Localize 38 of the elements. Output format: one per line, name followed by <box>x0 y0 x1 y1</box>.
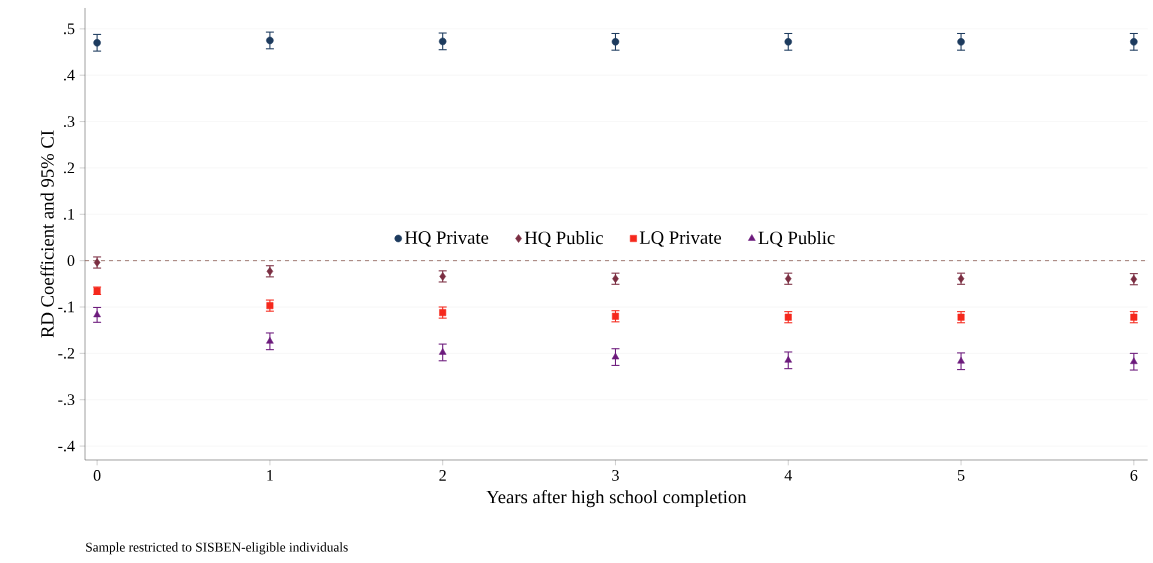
point <box>438 348 447 355</box>
y-tick-label: .1 <box>64 208 75 220</box>
point <box>957 356 965 364</box>
x-tick-label: 0 <box>93 470 101 481</box>
y-tick-label: .5 <box>64 23 75 35</box>
y-tick-label: .4 <box>64 69 75 81</box>
point <box>1130 38 1138 46</box>
point <box>438 37 447 46</box>
point <box>611 352 620 360</box>
text: Sample restricted to SISBEN-eligible individuals <box>86 542 348 555</box>
y-tick-label: .2 <box>64 162 75 174</box>
y-tick-label: -.3 <box>58 394 75 406</box>
x-tick-label: 3 <box>612 470 619 481</box>
point <box>611 38 620 46</box>
x-tick-label: 5 <box>957 470 965 481</box>
point <box>784 356 792 363</box>
x-tick-label: 1 <box>267 470 273 481</box>
legend-label: LQ Public <box>758 231 835 248</box>
x-axis-title: Years after high school completion <box>486 489 747 508</box>
y-tick-label: -.1 <box>58 301 75 313</box>
y-axis-title: RD Coefficient and 95% CI <box>40 130 54 338</box>
y-tick-label: -.4 <box>58 440 75 452</box>
y-tick-label: 0 <box>67 255 75 267</box>
legend-label: HQ Public <box>524 231 603 248</box>
point <box>957 38 965 46</box>
point <box>266 36 274 45</box>
y-tick-label: -.2 <box>58 347 75 359</box>
point <box>93 39 101 47</box>
x-tick-label: 6 <box>1130 470 1138 481</box>
x-tick-label: 2 <box>439 470 446 481</box>
legend-label: HQ Private <box>404 231 489 247</box>
legend-label: LQ Private <box>639 231 722 247</box>
x-tick-label: 4 <box>784 470 793 481</box>
point <box>266 337 274 344</box>
y-tick-label: .3 <box>64 116 75 127</box>
point <box>1130 357 1138 364</box>
point <box>784 38 792 46</box>
point <box>93 310 101 318</box>
